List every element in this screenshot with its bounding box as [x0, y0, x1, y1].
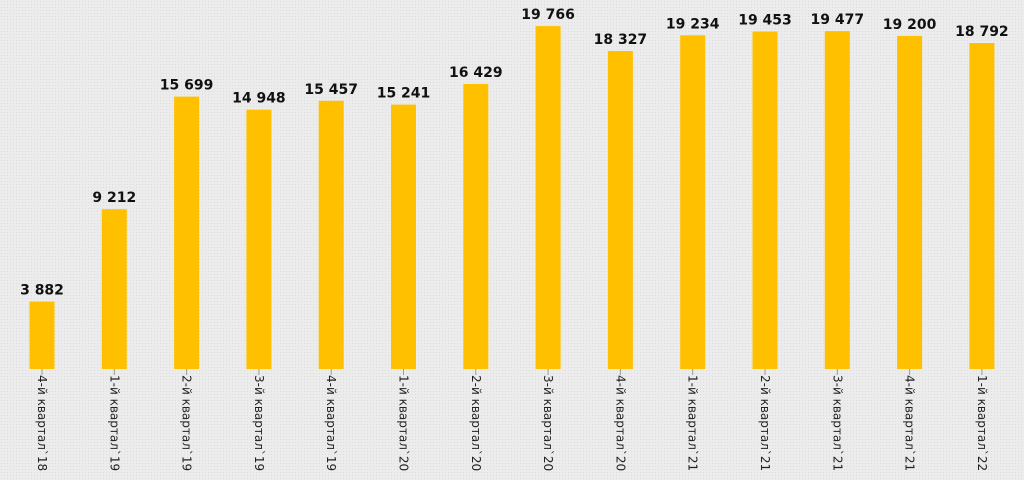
bar-8 [607, 51, 633, 369]
value-label-3: 14 948 [232, 91, 286, 107]
x-tick-label-4: 4-й квартал`19 [324, 375, 338, 471]
bar-12 [897, 35, 923, 370]
bar-0 [29, 301, 55, 369]
x-tick-label-1: 1-й квартал`19 [107, 375, 121, 471]
bar-6 [463, 84, 489, 369]
value-label-10: 19 453 [738, 13, 792, 29]
x-tick-label-10: 2-й квартал`21 [758, 375, 772, 471]
value-label-4: 15 457 [304, 82, 358, 98]
value-label-13: 18 792 [955, 24, 1009, 40]
bars-group [29, 26, 995, 370]
x-tick-label-2: 2-й квартал`19 [180, 375, 194, 471]
x-tick-label-8: 4-й квартал`20 [613, 375, 627, 471]
bar-3 [246, 109, 272, 369]
bar-2 [174, 96, 200, 369]
bar-5 [391, 104, 416, 369]
bar-10 [752, 31, 778, 369]
value-label-0: 3 882 [20, 283, 64, 299]
value-labels-group: 3 882 9 212 15 699 14 948 15 457 15 241 16 429… [20, 7, 1009, 299]
x-tick-label-12: 4-й квартал`21 [903, 375, 917, 471]
bar-4 [318, 100, 344, 370]
x-tick-label-0: 4-й квартал`18 [35, 375, 49, 471]
x-tick-label-6: 2-й квартал`20 [469, 375, 483, 471]
x-tick-label-9: 1-й квартал`21 [686, 375, 700, 471]
x-tick-label-7: 3-й квартал`20 [541, 375, 555, 471]
x-tick-label-13: 1-й квартал`22 [975, 375, 989, 471]
x-tick-label-5: 1-й квартал`20 [397, 375, 411, 471]
value-label-6: 16 429 [449, 65, 503, 81]
x-ticks-group [41, 369, 983, 375]
bar-13 [969, 43, 995, 369]
bar-11 [824, 31, 850, 369]
x-labels-group: 4-й квартал`18 1-й квартал`19 2-й квартал`… [35, 375, 989, 471]
value-label-1: 9 212 [92, 190, 136, 206]
value-label-11: 19 477 [811, 12, 865, 28]
bar-7 [535, 26, 561, 369]
value-label-12: 19 200 [883, 17, 937, 33]
value-label-5: 15 241 [377, 86, 431, 102]
value-label-2: 15 699 [160, 78, 214, 94]
x-tick-label-11: 3-й квартал`21 [830, 375, 844, 471]
bar-9 [680, 35, 706, 370]
value-label-9: 19 234 [666, 16, 720, 32]
value-label-7: 19 766 [521, 7, 575, 23]
bar-1 [101, 209, 127, 369]
value-label-8: 18 327 [594, 32, 648, 48]
x-tick-label-3: 3-й квартал`19 [252, 375, 266, 471]
